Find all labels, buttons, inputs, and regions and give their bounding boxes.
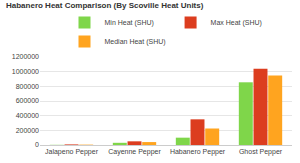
svg-text:1200000: 1200000: [12, 53, 39, 60]
svg-text:Habanero Pepper: Habanero Pepper: [170, 148, 226, 156]
svg-text:Jalapeno Pepper: Jalapeno Pepper: [45, 148, 99, 156]
svg-text:800000: 800000: [16, 83, 39, 90]
svg-text:600000: 600000: [16, 97, 39, 104]
svg-text:200000: 200000: [16, 127, 39, 134]
svg-text:1000000: 1000000: [12, 68, 39, 75]
svg-text:Ghost Pepper: Ghost Pepper: [239, 148, 283, 156]
svg-text:Median Heat (SHU): Median Heat (SHU): [105, 38, 166, 46]
svg-text:0: 0: [35, 141, 39, 148]
svg-text:Max Heat (SHU): Max Heat (SHU): [211, 19, 262, 27]
svg-text:Min Heat (SHU): Min Heat (SHU): [105, 19, 154, 27]
svg-text:400000: 400000: [16, 112, 39, 119]
svg-text:Cayenne Pepper: Cayenne Pepper: [108, 148, 161, 156]
svg-text:Habanero Heat Comparison (By S: Habanero Heat Comparison (By Scoville He…: [6, 1, 204, 10]
